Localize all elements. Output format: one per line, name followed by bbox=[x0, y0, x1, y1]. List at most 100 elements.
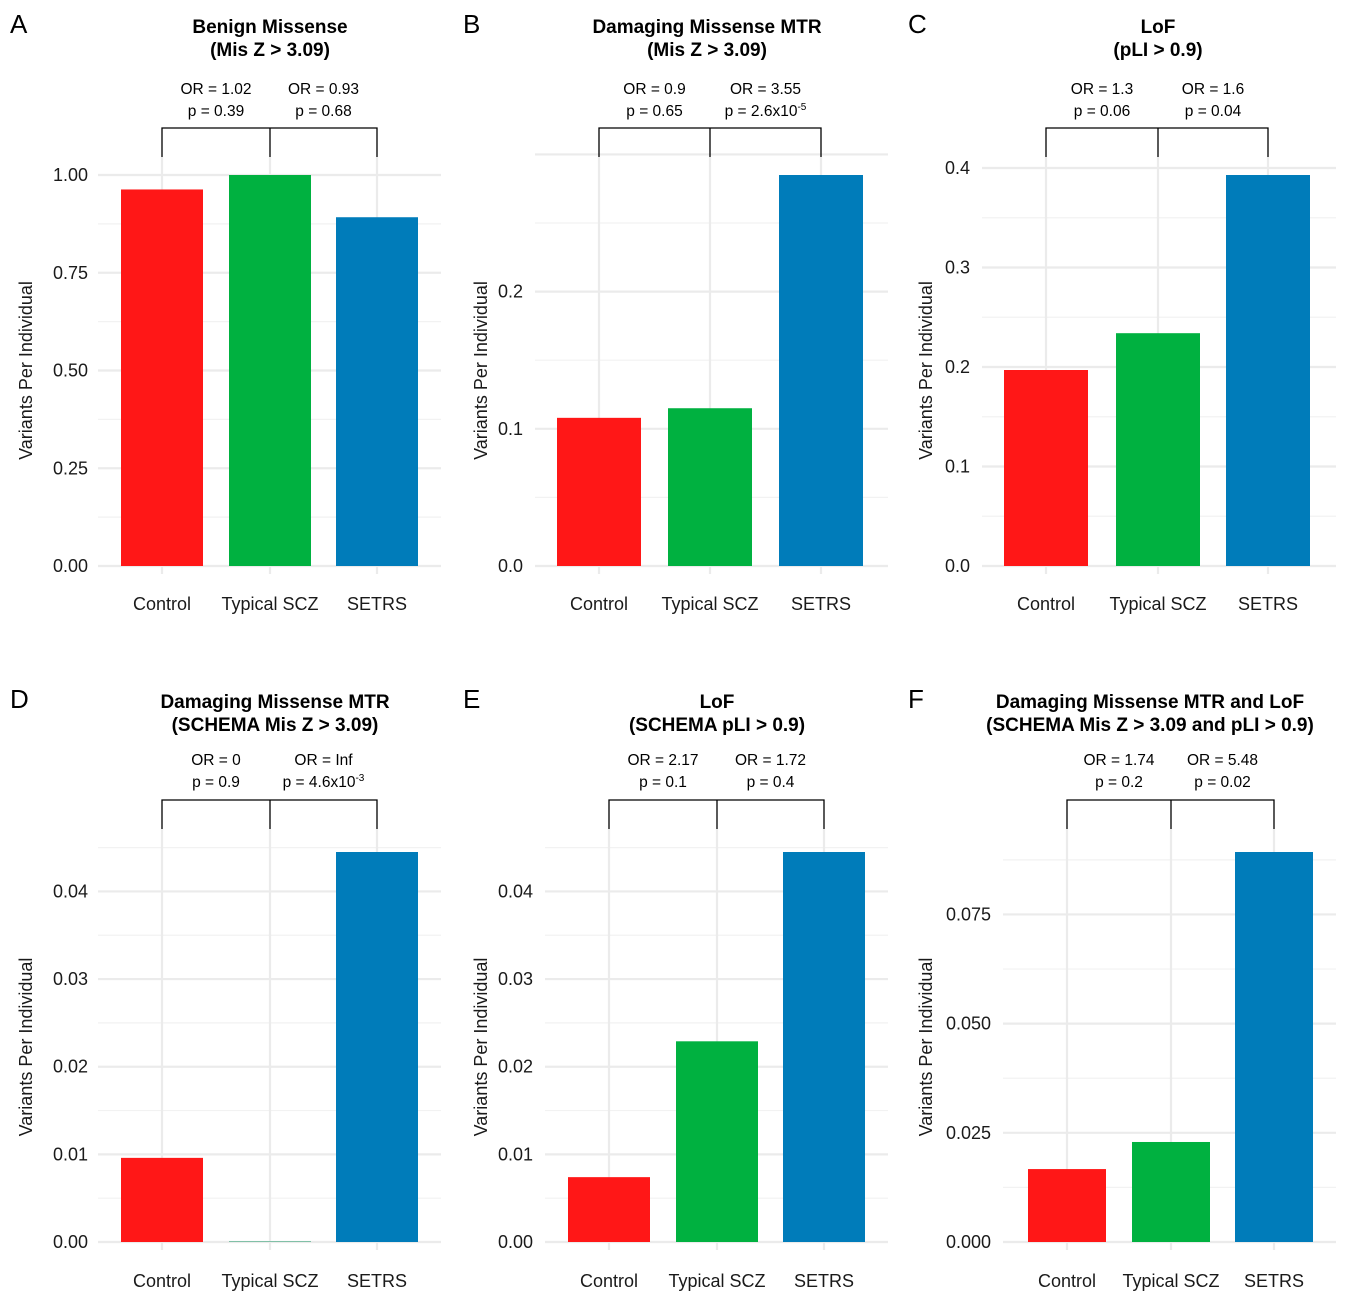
y-axis-label: Variants Per Individual bbox=[16, 958, 36, 1137]
odds-ratio-label: OR = 1.6 bbox=[1182, 81, 1244, 98]
y-tick-label: 0.04 bbox=[53, 881, 88, 901]
p-value-label: p = 0.04 bbox=[1185, 103, 1242, 120]
y-axis-label: Variants Per Individual bbox=[471, 958, 491, 1137]
panel-letter: C bbox=[908, 9, 927, 39]
odds-ratio-label: OR = 0.93 bbox=[288, 81, 359, 98]
y-tick-label: 0.000 bbox=[946, 1232, 991, 1252]
y-tick-label: 0.050 bbox=[946, 1014, 991, 1034]
y-tick-label: 0.1 bbox=[945, 457, 970, 477]
y-tick-label: 0.02 bbox=[53, 1057, 88, 1077]
comparison-bracket bbox=[1045, 127, 1269, 157]
panel-letter: D bbox=[10, 684, 29, 714]
chart-title: Damaging Missense MTR bbox=[160, 692, 389, 713]
bar-typical-scz bbox=[229, 175, 311, 566]
bar-control bbox=[121, 1157, 203, 1242]
comparison-bracket bbox=[161, 799, 378, 829]
x-tick-label: Typical SCZ bbox=[1109, 594, 1206, 614]
p-value-label: p = 2.6x10-5 bbox=[725, 102, 807, 120]
y-tick-label: 0.04 bbox=[498, 881, 533, 901]
y-axis-label: Variants Per Individual bbox=[916, 958, 936, 1137]
x-tick-label: SETRS bbox=[794, 1271, 854, 1291]
x-tick-label: SETRS bbox=[347, 594, 407, 614]
y-tick-label: 0.01 bbox=[53, 1144, 88, 1164]
panel-e: 0.00 0.01 0.02 0.03 0.04 Variants Per Individ… bbox=[463, 684, 888, 1291]
bar-control bbox=[557, 417, 641, 566]
bar-setrs bbox=[1235, 852, 1313, 1242]
p-value-label: p = 0.06 bbox=[1074, 103, 1130, 120]
y-tick-label: 0.75 bbox=[53, 263, 88, 283]
chart-title: (SCHEMA pLI > 0.9) bbox=[629, 715, 805, 736]
bar-typical-scz bbox=[668, 408, 752, 566]
odds-ratio-label: OR = 0 bbox=[191, 752, 241, 769]
bar-control bbox=[1028, 1169, 1106, 1242]
x-tick-label: Typical SCZ bbox=[661, 594, 758, 614]
p-value-label: p = 0.68 bbox=[295, 103, 351, 120]
y-tick-label: 0.00 bbox=[498, 1232, 533, 1252]
comparison-bracket bbox=[161, 127, 378, 157]
comparison-bracket bbox=[598, 127, 822, 157]
bar-control bbox=[121, 189, 203, 567]
y-tick-label: 1.00 bbox=[53, 165, 88, 185]
p-value-label: p = 0.9 bbox=[192, 774, 240, 791]
x-tick-label: SETRS bbox=[1238, 594, 1298, 614]
x-tick-label: Typical SCZ bbox=[668, 1271, 765, 1291]
y-tick-label: 0.03 bbox=[53, 969, 88, 989]
odds-ratio-label: OR = 0.9 bbox=[623, 81, 685, 98]
chart-title: Damaging Missense MTR bbox=[592, 17, 821, 38]
odds-ratio-label: OR = 1.74 bbox=[1083, 752, 1154, 769]
chart-title: (pLI > 0.9) bbox=[1113, 40, 1202, 61]
p-value-label: p = 0.02 bbox=[1194, 774, 1250, 791]
odds-ratio-label: OR = Inf bbox=[294, 752, 353, 769]
panel-d: 0.00 0.01 0.02 0.03 0.04 Variants Per Individ… bbox=[10, 684, 441, 1291]
y-tick-label: 0.075 bbox=[946, 904, 991, 924]
bar-typical-scz bbox=[1116, 333, 1200, 566]
odds-ratio-label: OR = 1.02 bbox=[180, 81, 251, 98]
y-axis-label: Variants Per Individual bbox=[16, 281, 36, 460]
y-tick-label: 0.25 bbox=[53, 458, 88, 478]
y-axis-label: Variants Per Individual bbox=[471, 281, 491, 460]
y-tick-label: 0.03 bbox=[498, 969, 533, 989]
panel-letter: F bbox=[908, 684, 924, 714]
chart-title: LoF bbox=[700, 692, 735, 713]
x-tick-label: Control bbox=[1038, 1271, 1096, 1291]
x-tick-label: Control bbox=[133, 594, 191, 614]
y-tick-label: 0.2 bbox=[498, 282, 523, 302]
y-tick-label: 0.00 bbox=[53, 1232, 88, 1252]
odds-ratio-label: OR = 1.3 bbox=[1071, 81, 1133, 98]
bar-typical-scz bbox=[229, 1241, 311, 1242]
panel-b: 0.0 0.1 0.2 Variants Per Individual Control T… bbox=[463, 9, 888, 614]
x-tick-label: Control bbox=[133, 1271, 191, 1291]
y-tick-label: 0.025 bbox=[946, 1123, 991, 1143]
chart-title: Benign Missense bbox=[192, 17, 347, 38]
y-tick-label: 0.0 bbox=[498, 556, 523, 576]
odds-ratio-label: OR = 1.72 bbox=[735, 752, 806, 769]
x-tick-label: Typical SCZ bbox=[1122, 1271, 1219, 1291]
panel-letter: E bbox=[463, 684, 480, 714]
chart-title: (Mis Z > 3.09) bbox=[647, 40, 767, 61]
y-tick-label: 0.00 bbox=[53, 556, 88, 576]
y-tick-label: 0.3 bbox=[945, 258, 970, 278]
y-axis-label: Variants Per Individual bbox=[916, 281, 936, 460]
odds-ratio-label: OR = 3.55 bbox=[730, 81, 801, 98]
bar-setrs bbox=[336, 217, 418, 566]
y-tick-label: 0.02 bbox=[498, 1057, 533, 1077]
chart-title: LoF bbox=[1141, 17, 1176, 38]
bar-control bbox=[568, 1177, 650, 1242]
panel-a: 0.00 0.25 0.50 0.75 1.00 Variants Per Individ… bbox=[10, 9, 441, 614]
y-tick-label: 0.2 bbox=[945, 357, 970, 377]
p-value-label: p = 0.1 bbox=[639, 774, 687, 791]
y-tick-label: 0.1 bbox=[498, 419, 523, 439]
p-value-label: p = 0.4 bbox=[747, 774, 795, 791]
bar-setrs bbox=[783, 852, 865, 1242]
bar-setrs bbox=[1226, 175, 1310, 566]
p-value-label: p = 0.2 bbox=[1095, 774, 1143, 791]
x-tick-label: SETRS bbox=[347, 1271, 407, 1291]
bar-setrs bbox=[779, 175, 863, 566]
x-tick-label: SETRS bbox=[1244, 1271, 1304, 1291]
chart-title: Damaging Missense MTR and LoF bbox=[996, 692, 1304, 713]
x-tick-label: Typical SCZ bbox=[221, 1271, 318, 1291]
chart-title: (Mis Z > 3.09) bbox=[210, 40, 330, 61]
bar-typical-scz bbox=[1132, 1141, 1210, 1242]
panel-f: 0.000 0.025 0.050 0.075 Variants Per Individ… bbox=[908, 684, 1336, 1291]
